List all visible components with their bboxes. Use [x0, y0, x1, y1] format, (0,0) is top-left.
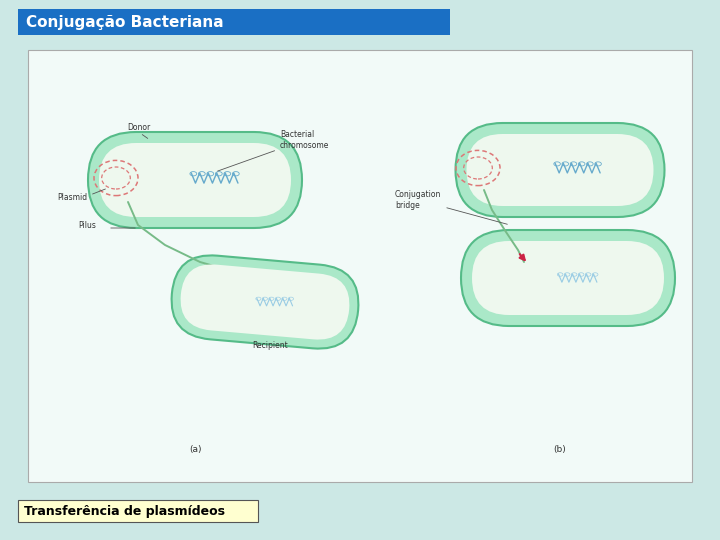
FancyBboxPatch shape	[99, 143, 291, 217]
FancyBboxPatch shape	[181, 265, 349, 340]
FancyBboxPatch shape	[28, 50, 692, 482]
FancyBboxPatch shape	[18, 9, 450, 35]
FancyBboxPatch shape	[467, 134, 654, 206]
FancyBboxPatch shape	[18, 500, 258, 522]
FancyBboxPatch shape	[472, 241, 664, 315]
Text: Bacterial
chromosome: Bacterial chromosome	[217, 130, 329, 171]
Text: (a): (a)	[189, 445, 202, 454]
Text: Transferência de plasmídeos: Transferência de plasmídeos	[24, 504, 225, 517]
Text: Conjugação Bacteriana: Conjugação Bacteriana	[26, 15, 224, 30]
FancyBboxPatch shape	[171, 255, 359, 349]
FancyBboxPatch shape	[456, 123, 665, 217]
Text: Pilus: Pilus	[78, 221, 96, 230]
Text: Plasmid: Plasmid	[57, 193, 87, 202]
Text: Donor: Donor	[127, 123, 150, 132]
Text: Conjugation
bridge: Conjugation bridge	[395, 190, 508, 224]
FancyBboxPatch shape	[461, 230, 675, 326]
Text: Recipient: Recipient	[252, 341, 288, 350]
FancyBboxPatch shape	[88, 132, 302, 228]
Text: (b): (b)	[554, 445, 567, 454]
